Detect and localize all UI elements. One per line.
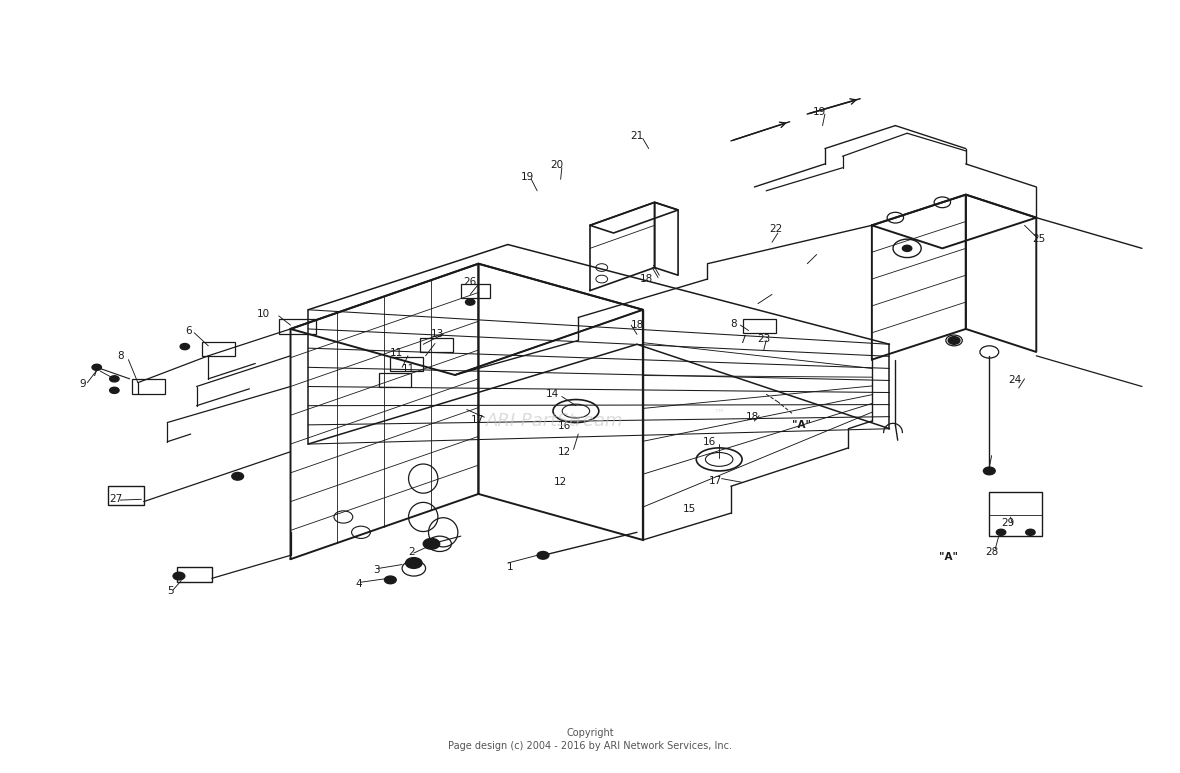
Circle shape	[173, 572, 185, 580]
Text: 5: 5	[168, 587, 173, 597]
Text: 8: 8	[730, 318, 736, 329]
Circle shape	[465, 299, 474, 305]
Text: 23: 23	[758, 334, 771, 344]
Circle shape	[406, 557, 422, 568]
Text: 9: 9	[79, 380, 86, 389]
Text: 29: 29	[1002, 518, 1015, 528]
Text: 12: 12	[555, 478, 568, 488]
Circle shape	[110, 376, 119, 382]
Text: 25: 25	[1032, 234, 1045, 244]
Text: "A": "A"	[939, 552, 958, 562]
Text: 18: 18	[746, 412, 759, 422]
Text: 17: 17	[709, 476, 722, 486]
Text: 21: 21	[630, 131, 643, 141]
Text: 22: 22	[769, 224, 782, 234]
Text: 16: 16	[703, 437, 716, 447]
Text: 24: 24	[1009, 376, 1022, 386]
Text: 19: 19	[812, 107, 826, 117]
Text: 18: 18	[640, 274, 653, 284]
Text: 7: 7	[91, 368, 98, 378]
Circle shape	[181, 343, 190, 349]
Circle shape	[903, 245, 912, 251]
Text: 12: 12	[557, 447, 571, 457]
Text: 4: 4	[355, 579, 362, 589]
Text: 20: 20	[551, 161, 564, 171]
Text: 19: 19	[522, 172, 535, 182]
Circle shape	[996, 530, 1005, 536]
Text: 7: 7	[740, 335, 746, 346]
Circle shape	[1025, 530, 1035, 536]
Circle shape	[110, 387, 119, 393]
Text: 1: 1	[507, 562, 513, 572]
Circle shape	[537, 551, 549, 559]
Text: 8: 8	[117, 351, 124, 361]
Text: 17: 17	[471, 414, 484, 424]
Text: 2: 2	[408, 547, 415, 557]
Circle shape	[385, 576, 396, 584]
Text: 6: 6	[185, 326, 191, 336]
Text: 13: 13	[431, 329, 444, 339]
Circle shape	[949, 336, 961, 344]
Text: "A": "A"	[792, 420, 811, 430]
Text: 28: 28	[985, 547, 998, 557]
Text: 11: 11	[401, 364, 414, 374]
Text: 11: 11	[389, 349, 402, 359]
Text: 14: 14	[546, 389, 559, 399]
Circle shape	[424, 539, 440, 549]
Text: 18: 18	[630, 320, 643, 330]
Circle shape	[983, 467, 995, 475]
Text: Page design (c) 2004 - 2016 by ARI Network Services, Inc.: Page design (c) 2004 - 2016 by ARI Netwo…	[448, 741, 732, 751]
Circle shape	[231, 472, 243, 480]
Text: ARI PartStream: ARI PartStream	[486, 412, 623, 430]
Text: 26: 26	[464, 278, 477, 287]
Text: 10: 10	[257, 308, 270, 318]
Text: 27: 27	[109, 493, 123, 503]
Circle shape	[92, 364, 101, 370]
Text: Copyright: Copyright	[566, 728, 614, 738]
Text: ™: ™	[714, 409, 725, 419]
Text: 16: 16	[557, 421, 571, 431]
Text: 3: 3	[373, 565, 380, 575]
Text: 15: 15	[683, 504, 696, 514]
